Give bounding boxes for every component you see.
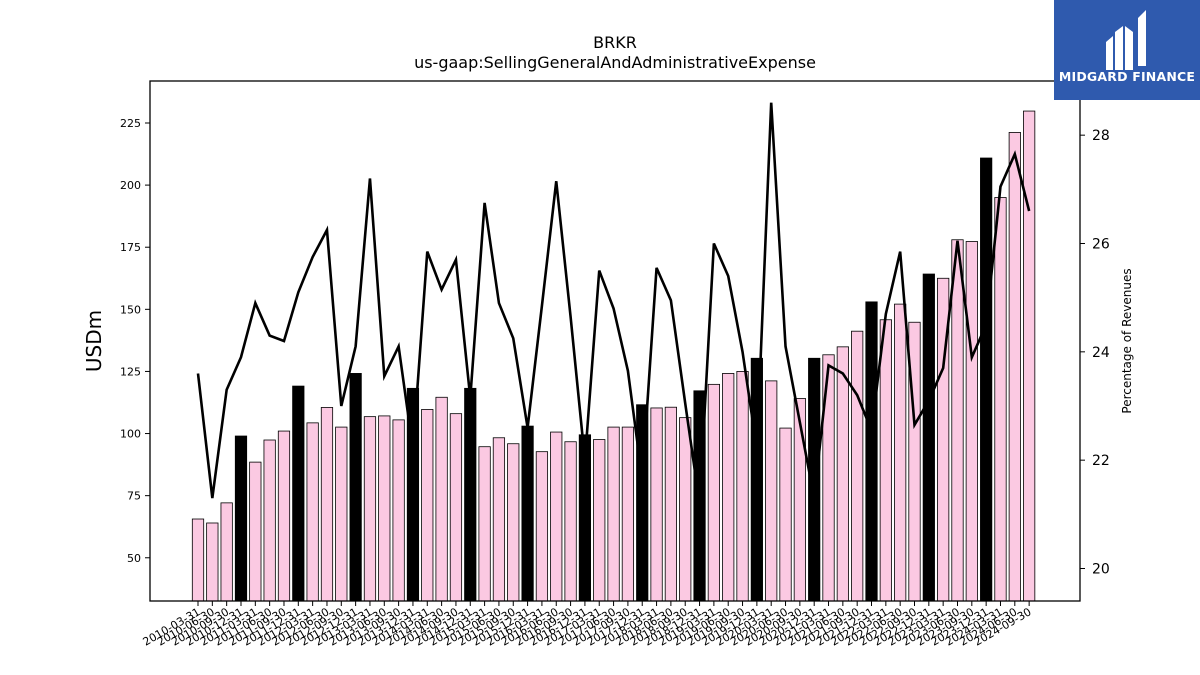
- bar: [765, 380, 778, 602]
- bar: [234, 435, 248, 602]
- y2-tick-label: 26: [1092, 237, 1110, 253]
- bar: [392, 419, 405, 602]
- bar: [664, 406, 677, 602]
- bar: [779, 427, 792, 602]
- bar: [722, 373, 735, 602]
- bar: [879, 319, 892, 602]
- y2-tick-label: 28: [1092, 128, 1110, 144]
- y-tick-label: 175: [120, 241, 141, 254]
- y-tick-label: 75: [127, 490, 141, 503]
- y-tick-label: 100: [120, 428, 141, 441]
- bar: [593, 439, 606, 602]
- logo-text: MIDGARD FINANCE: [1058, 69, 1196, 84]
- bar: [951, 239, 964, 602]
- bar: [564, 441, 577, 602]
- y-tick-label: 225: [120, 117, 141, 130]
- bar: [922, 273, 935, 602]
- y2-tick-label: 20: [1092, 562, 1110, 578]
- bar: [707, 383, 720, 602]
- line-series: [196, 102, 1031, 504]
- bar: [1023, 110, 1036, 602]
- y-axis-label: USDm: [82, 310, 106, 372]
- bar: [679, 417, 692, 602]
- bar: [363, 416, 377, 602]
- plot-frame: [149, 80, 1081, 602]
- bar: [965, 241, 978, 602]
- y2-tick-label: 22: [1092, 453, 1110, 469]
- bar: [263, 439, 276, 602]
- line-path: [196, 102, 1031, 504]
- bar: [621, 426, 635, 602]
- y2-tick-label: 24: [1092, 345, 1110, 361]
- bar: [306, 422, 319, 602]
- bar: [736, 371, 749, 602]
- bar: [492, 437, 506, 602]
- y-tick-label: 50: [127, 552, 141, 565]
- bar: [550, 431, 563, 602]
- y-tick-label: 150: [120, 303, 141, 316]
- bar: [449, 413, 463, 602]
- y2-axis-label: Percentage of Revenues: [1120, 268, 1134, 413]
- bar: [650, 407, 663, 602]
- bar: [320, 407, 334, 602]
- bar: [191, 518, 205, 602]
- bar: [464, 387, 477, 602]
- bar: [535, 451, 549, 602]
- bar: [851, 330, 864, 602]
- bar: [478, 446, 491, 602]
- bar: [220, 502, 233, 602]
- y-tick-label: 125: [120, 365, 141, 378]
- chart-subtitle: us-gaap:SellingGeneralAndAdministrativeE…: [414, 53, 816, 72]
- bar: [507, 443, 520, 602]
- bar: [421, 409, 434, 602]
- bar: [980, 157, 993, 602]
- bar: [836, 346, 849, 602]
- bar: [435, 396, 448, 602]
- bar: [335, 426, 348, 602]
- bar: [292, 385, 305, 602]
- chart-title: BRKR: [593, 33, 637, 52]
- bar: [994, 197, 1007, 602]
- bar-series: [191, 110, 1036, 602]
- bar: [607, 426, 620, 602]
- bar: [277, 430, 291, 602]
- y-tick-label: 200: [120, 179, 141, 192]
- bar: [349, 373, 362, 602]
- bar: [206, 522, 219, 602]
- bar: [521, 425, 534, 602]
- bar: [1008, 132, 1021, 602]
- logo: MIDGARD FINANCE: [1054, 0, 1200, 100]
- bar: [750, 357, 763, 602]
- bar: [865, 301, 878, 602]
- logo-mark-icon: [1106, 10, 1146, 70]
- axes: 507510012515017520022520222426282010-03-…: [120, 80, 1110, 649]
- bar: [378, 415, 391, 602]
- bar: [894, 303, 907, 602]
- bar: [249, 461, 262, 602]
